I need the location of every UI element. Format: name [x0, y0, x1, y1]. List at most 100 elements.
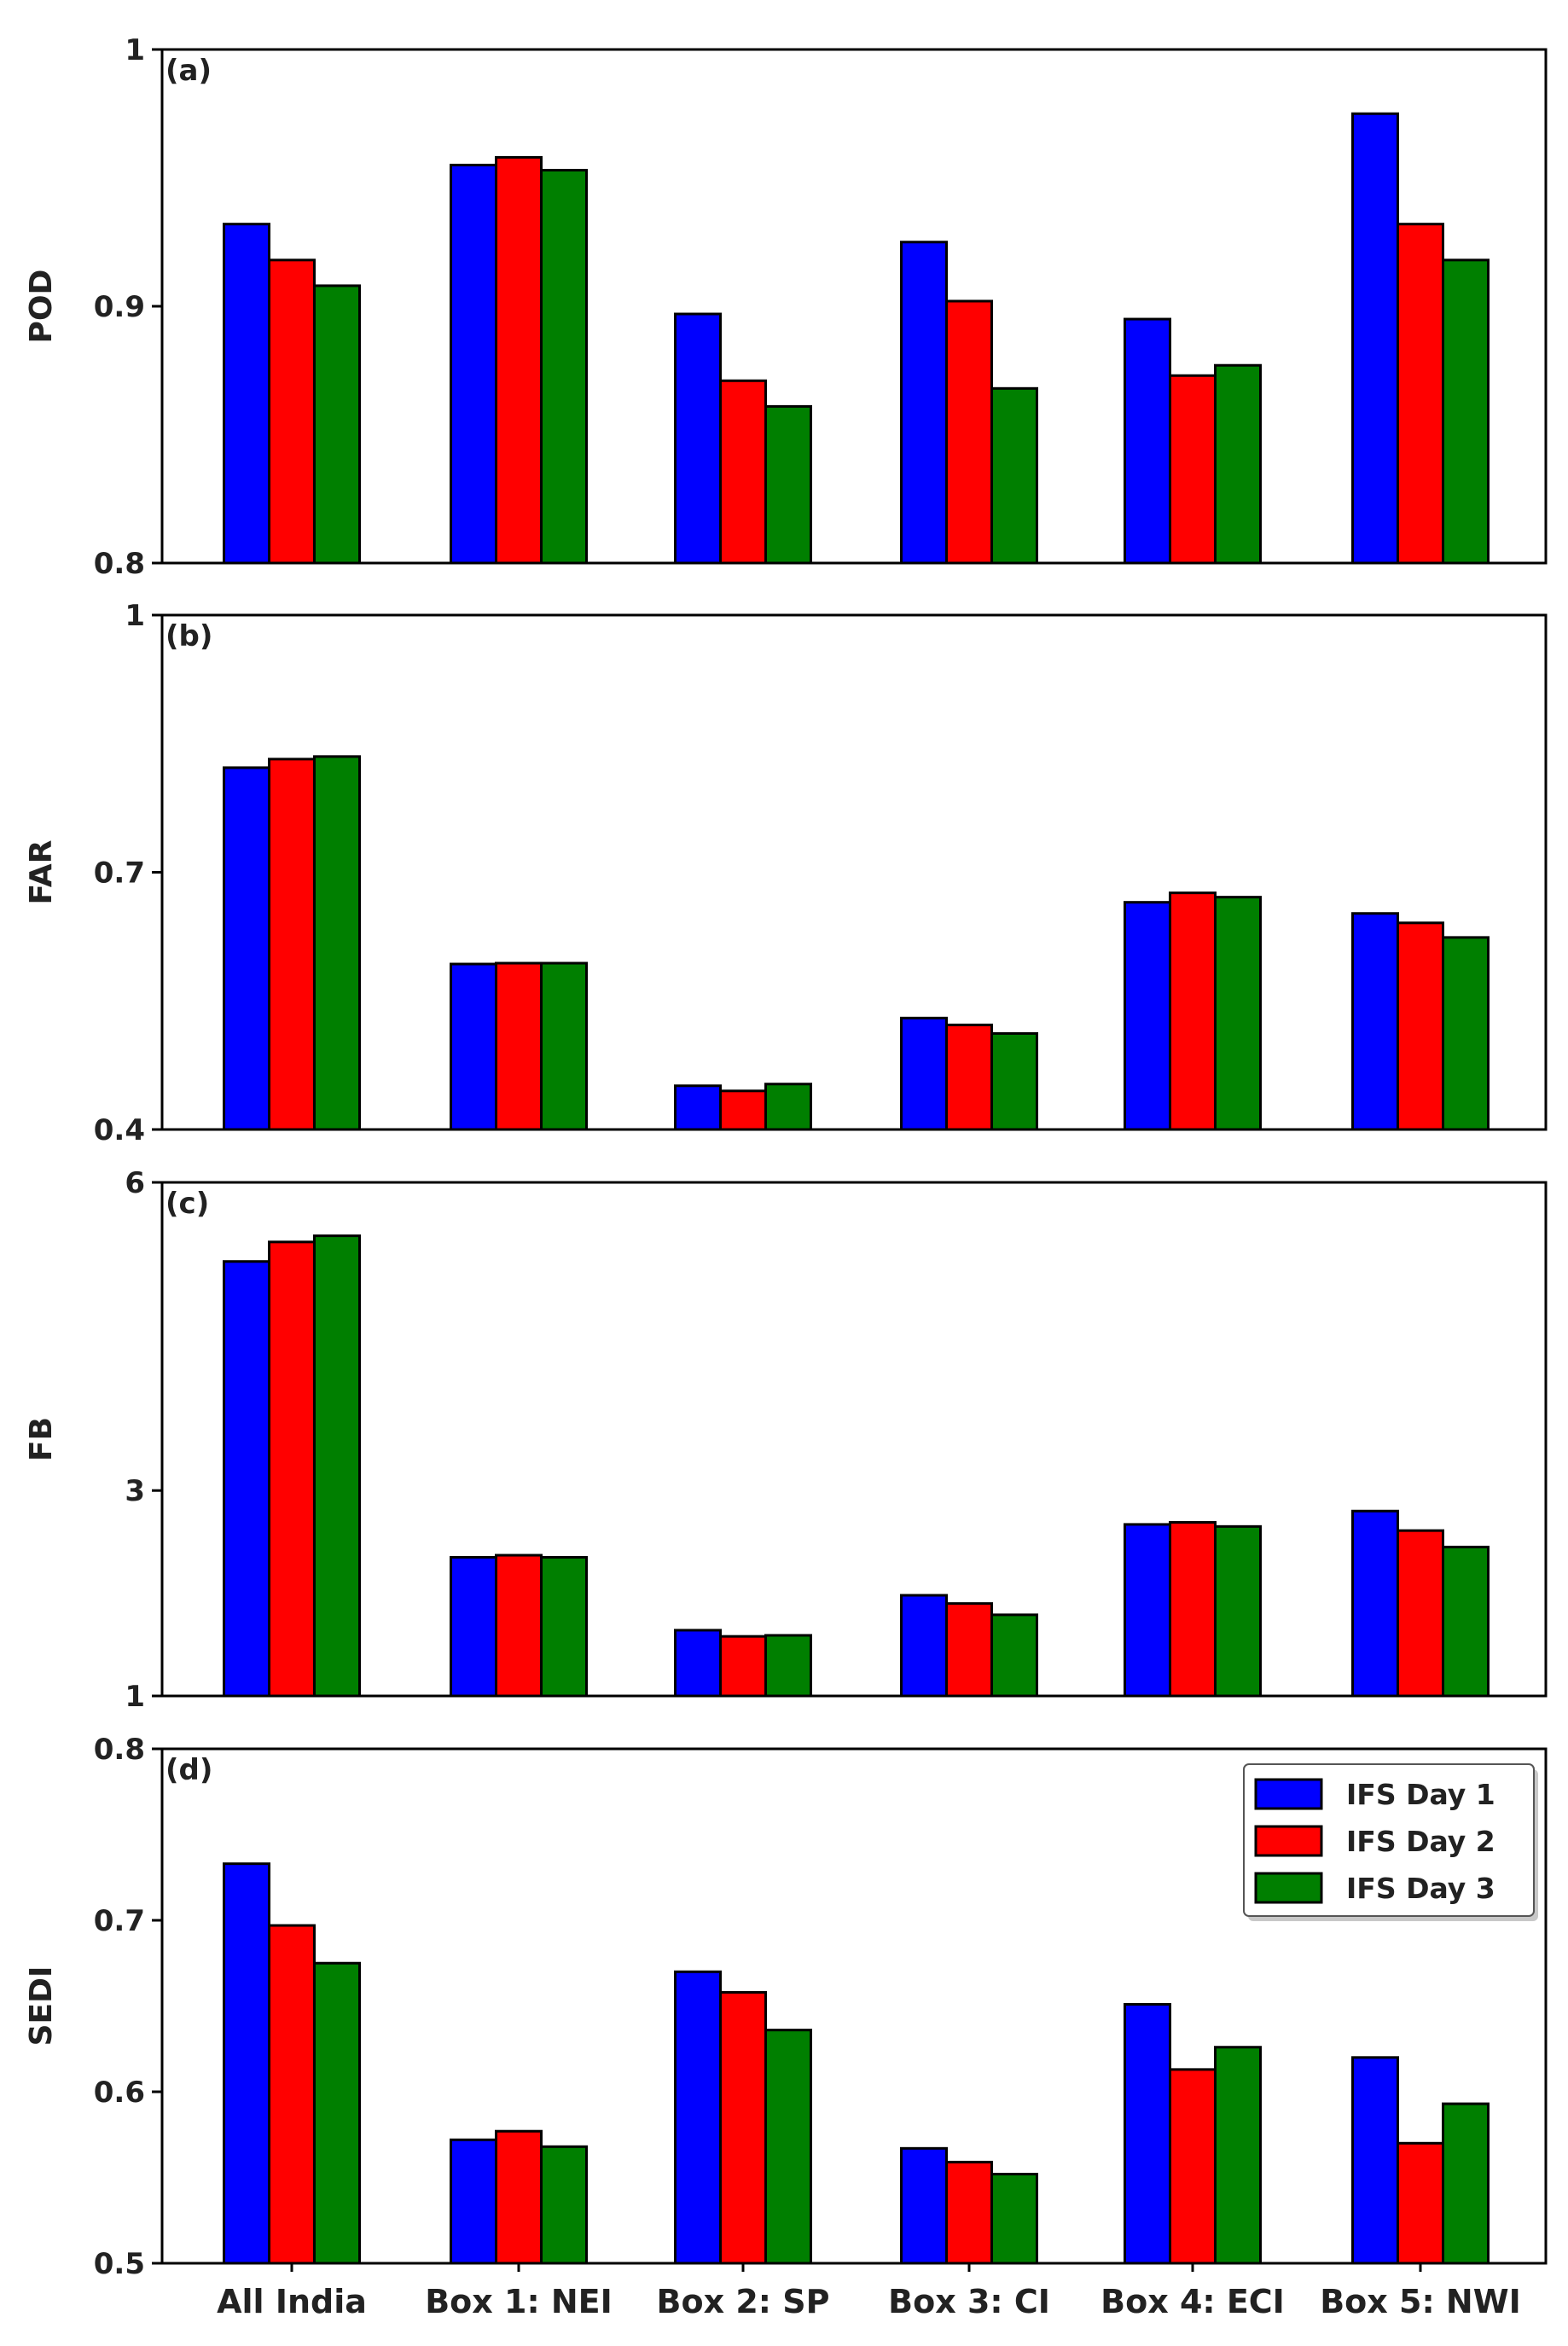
bar-pod-1-2 [674, 312, 722, 565]
bar-fb-1-0 [223, 1260, 270, 1698]
bar-fb-3-4 [1214, 1524, 1262, 1698]
bar-fb-2-3 [945, 1602, 993, 1698]
bar-fb-3-2 [764, 1634, 812, 1698]
category-label-3: Box 3: CI [888, 2283, 1050, 2320]
y-axis-label-sedi: SEDI [24, 1966, 59, 2047]
y-tick-label-4-3: 0.8 [94, 1733, 145, 1767]
panel-tag-1: (a) [166, 54, 212, 88]
bar-far-1-2 [674, 1084, 722, 1131]
bar-sedi-1-0 [223, 1862, 270, 2265]
bar-far-3-3 [990, 1031, 1038, 1131]
bar-sedi-1-4 [1124, 2002, 1171, 2265]
category-label-5: Box 5: NWI [1320, 2283, 1521, 2320]
bar-far-1-4 [1124, 901, 1171, 1131]
bar-sedi-2-1 [495, 2129, 543, 2265]
bar-pod-2-4 [1169, 374, 1217, 565]
bar-pod-2-2 [719, 379, 767, 565]
bar-pod-3-5 [1442, 258, 1490, 565]
bar-far-1-1 [450, 962, 497, 1131]
bar-sedi-3-4 [1214, 2046, 1262, 2265]
bar-pod-3-2 [764, 404, 812, 565]
panel-tag-4: (d) [166, 1753, 212, 1787]
y-tick-label-1-0: 0.8 [94, 547, 145, 581]
panel-tag-2: (b) [166, 619, 212, 653]
bar-pod-1-4 [1124, 317, 1171, 565]
bar-far-2-4 [1169, 891, 1217, 1131]
panel-frame-4 [160, 1747, 1548, 2265]
bar-fb-2-0 [268, 1240, 316, 1698]
bar-fb-3-1 [540, 1555, 588, 1698]
bar-sedi-2-3 [945, 2160, 993, 2265]
legend-label-1: IFS Day 1 [1346, 1778, 1495, 1811]
bar-sedi-3-0 [313, 1961, 361, 2265]
bar-pod-3-1 [540, 168, 588, 565]
panel-frame-3 [160, 1181, 1548, 1698]
category-label-1: Box 1: NEI [425, 2283, 613, 2320]
bar-sedi-3-1 [540, 2145, 588, 2265]
y-axis-label-fb: FB [24, 1417, 59, 1461]
panel-frame-1 [160, 48, 1548, 565]
bar-far-2-0 [268, 758, 316, 1131]
bar-far-3-2 [764, 1083, 812, 1131]
y-tick-label-3-1: 3 [125, 1474, 145, 1508]
bar-sedi-1-5 [1351, 2056, 1399, 2265]
y-tick-label-1-2: 1 [125, 33, 145, 67]
bar-fb-1-5 [1351, 1509, 1399, 1698]
bar-sedi-2-2 [719, 1990, 767, 2265]
legend-label-3: IFS Day 3 [1346, 1872, 1495, 1905]
y-tick-label-4-0: 0.5 [94, 2247, 145, 2281]
bar-fb-2-4 [1169, 1521, 1217, 1698]
y-tick-label-1-1: 0.9 [94, 290, 145, 324]
bar-far-1-5 [1351, 912, 1399, 1131]
bar-far-3-1 [540, 961, 588, 1131]
bar-sedi-3-2 [764, 2029, 812, 2265]
bar-sedi-1-1 [450, 2138, 497, 2265]
y-tick-label-2-2: 1 [125, 599, 145, 633]
legend-label-2: IFS Day 2 [1346, 1825, 1495, 1858]
bar-far-3-5 [1442, 936, 1490, 1131]
bar-far-3-4 [1214, 896, 1262, 1131]
bar-pod-2-3 [945, 299, 993, 565]
bar-pod-1-5 [1351, 112, 1399, 565]
bar-fb-2-5 [1397, 1529, 1444, 1698]
bar-pod-2-1 [495, 155, 543, 565]
bar-pod-2-0 [268, 258, 316, 565]
bar-far-2-3 [945, 1023, 993, 1131]
bar-sedi-1-2 [674, 1970, 722, 2265]
bar-sedi-3-3 [990, 2172, 1038, 2265]
legend-swatch-1 [1254, 1778, 1323, 1810]
bar-pod-3-4 [1214, 363, 1262, 565]
bar-far-3-0 [313, 755, 361, 1131]
bar-pod-2-5 [1397, 223, 1444, 565]
y-tick-label-2-1: 0.7 [94, 857, 145, 891]
bar-pod-3-0 [313, 284, 361, 565]
bar-pod-1-3 [900, 241, 948, 565]
y-tick-label-3-2: 6 [125, 1166, 145, 1200]
bar-pod-1-1 [450, 163, 497, 565]
panel-tag-3: (c) [166, 1187, 209, 1221]
bar-far-2-5 [1397, 921, 1444, 1131]
bar-fb-1-4 [1124, 1523, 1171, 1698]
y-tick-label-4-1: 0.6 [94, 2076, 145, 2110]
bar-fb-2-1 [495, 1553, 543, 1698]
bar-far-1-0 [223, 766, 270, 1131]
bar-far-2-1 [495, 961, 543, 1131]
category-label-2: Box 2: SP [657, 2283, 830, 2320]
y-tick-label-3-0: 1 [125, 1680, 145, 1714]
category-label-0: All India [217, 2283, 367, 2320]
y-axis-label-far: FAR [24, 839, 59, 904]
y-axis-label-pod: POD [24, 270, 59, 344]
bar-sedi-3-5 [1442, 2102, 1490, 2265]
bar-pod-3-3 [990, 386, 1038, 565]
legend-swatch-2 [1254, 1825, 1323, 1857]
bar-far-2-2 [719, 1089, 767, 1131]
bar-fb-1-2 [674, 1629, 722, 1698]
bar-far-1-3 [900, 1016, 948, 1131]
legend-swatch-3 [1254, 1872, 1323, 1904]
bar-fb-3-0 [313, 1234, 361, 1698]
panel-frame-2 [160, 613, 1548, 1131]
bar-sedi-2-4 [1169, 2068, 1217, 2265]
bar-fb-3-3 [990, 1613, 1038, 1698]
bar-fb-1-3 [900, 1594, 948, 1698]
